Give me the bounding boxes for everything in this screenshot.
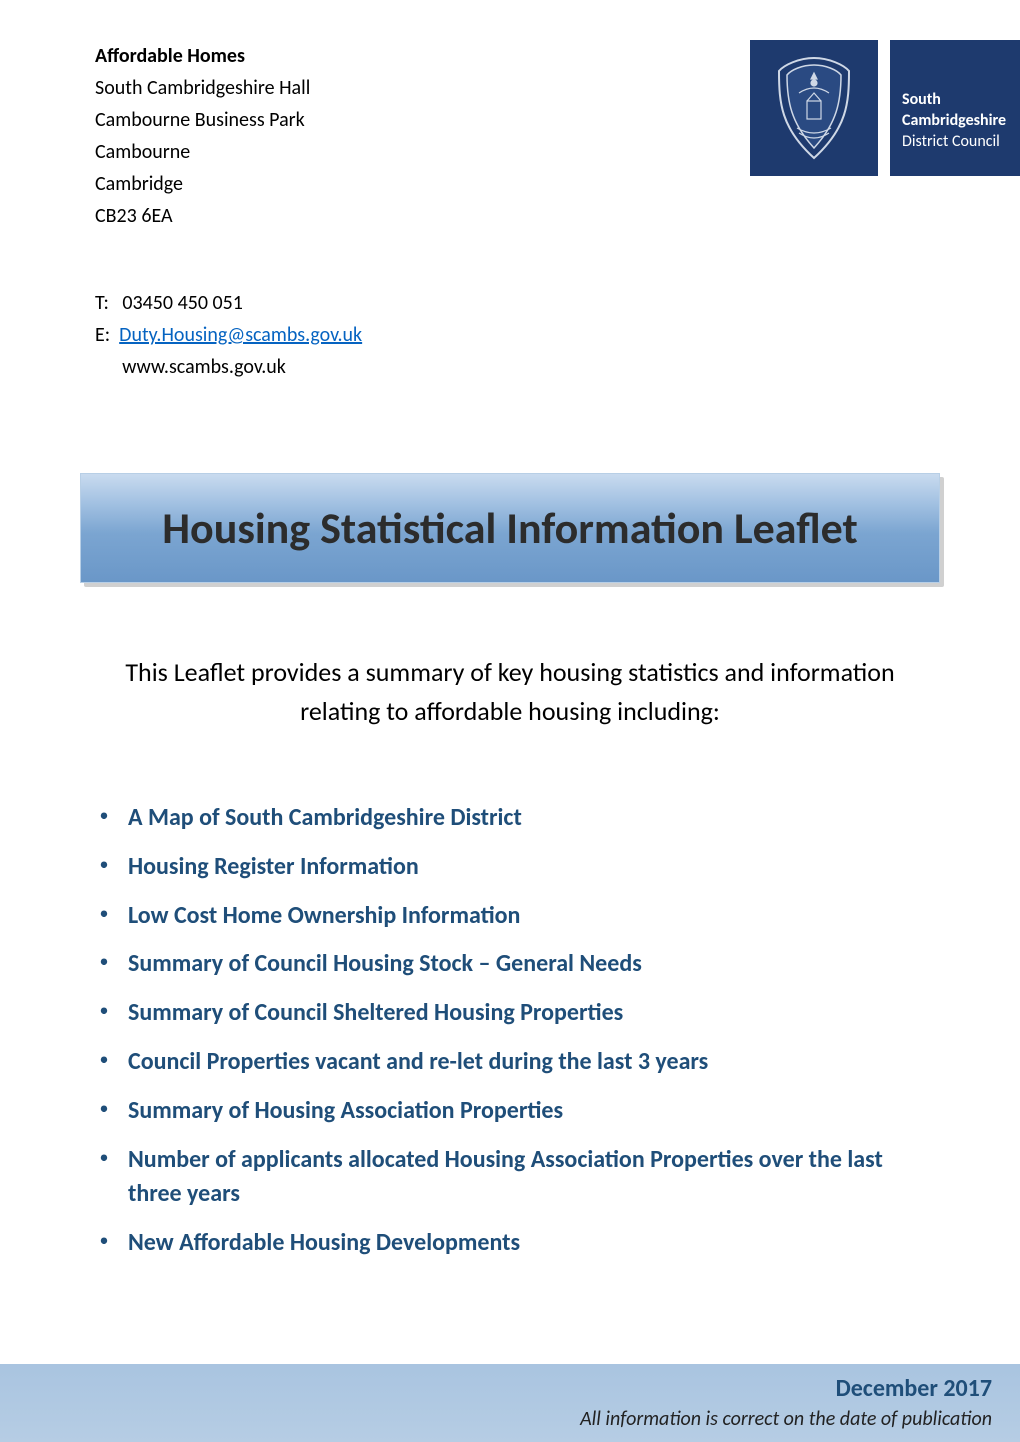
- list-item-label: New Affordable Housing Developments: [128, 1226, 520, 1261]
- tel-label: T:: [95, 291, 109, 315]
- page-title: Housing Statistical Information Leaflet: [162, 501, 857, 555]
- bullet-icon: •: [80, 1226, 128, 1254]
- banner-bar: Housing Statistical Information Leaflet: [80, 473, 940, 583]
- tel-value: 03450 450 051: [122, 291, 243, 315]
- list-item: •Housing Register Information: [80, 850, 925, 885]
- list-item-label: Summary of Housing Association Propertie…: [128, 1094, 563, 1129]
- council-logo: South Cambridgeshire District Council: [750, 40, 1020, 176]
- list-item: •New Affordable Housing Developments: [80, 1226, 925, 1261]
- bullet-icon: •: [80, 850, 128, 878]
- bullet-icon: •: [80, 947, 128, 975]
- website-line: www.scambs.gov.uk: [95, 351, 1020, 383]
- bullet-icon: •: [80, 1045, 128, 1073]
- council-name-line2: Cambridgeshire: [902, 111, 1010, 132]
- crest-icon: [769, 53, 859, 163]
- council-name-line3: District Council: [902, 132, 1010, 153]
- bullet-icon: •: [80, 996, 128, 1024]
- list-item: •Number of applicants allocated Housing …: [80, 1143, 925, 1213]
- list-item-label: Low Cost Home Ownership Information: [128, 899, 520, 934]
- address-line: Cambourne: [95, 136, 310, 168]
- list-item: •Council Properties vacant and re-let du…: [80, 1045, 925, 1080]
- footer-date: December 2017: [0, 1374, 992, 1403]
- list-item-label: Summary of Council Sheltered Housing Pro…: [128, 996, 623, 1031]
- list-item: •Summary of Council Sheltered Housing Pr…: [80, 996, 925, 1031]
- bullet-icon: •: [80, 1143, 128, 1171]
- list-item-label: Council Properties vacant and re-let dur…: [128, 1045, 708, 1080]
- bullet-icon: •: [80, 801, 128, 829]
- address-postcode: CB23 6EA: [95, 200, 310, 232]
- list-item: •A Map of South Cambridgeshire District: [80, 801, 925, 836]
- contents-list: •A Map of South Cambridgeshire District …: [0, 801, 1020, 1261]
- address-block: Affordable Homes South Cambridgeshire Ha…: [0, 40, 310, 232]
- list-item-label: Number of applicants allocated Housing A…: [128, 1143, 925, 1213]
- email-line: E: Duty.Housing@scambs.gov.uk: [95, 319, 1020, 351]
- telephone-line: T: 03450 450 051: [95, 287, 1020, 319]
- logo-divider: [878, 40, 890, 176]
- list-item: •Summary of Council Housing Stock – Gene…: [80, 947, 925, 982]
- council-name-line1: South: [902, 90, 1010, 111]
- website-text: www.scambs.gov.uk: [122, 355, 286, 379]
- address-line: Cambridge: [95, 168, 310, 200]
- list-item-label: Housing Register Information: [128, 850, 419, 885]
- address-heading: Affordable Homes: [95, 40, 310, 72]
- intro-paragraph: This Leaflet provides a summary of key h…: [95, 653, 925, 731]
- document-page: Affordable Homes South Cambridgeshire Ha…: [0, 0, 1020, 1442]
- council-name-panel: South Cambridgeshire District Council: [890, 40, 1020, 176]
- list-item-label: Summary of Council Housing Stock – Gener…: [128, 947, 642, 982]
- address-line: Cambourne Business Park: [95, 104, 310, 136]
- contact-block: T: 03450 450 051 E: Duty.Housing@scambs.…: [0, 287, 1020, 383]
- email-label: E:: [95, 323, 110, 347]
- bullet-icon: •: [80, 1094, 128, 1122]
- crest-panel: [750, 40, 878, 176]
- address-line: South Cambridgeshire Hall: [95, 72, 310, 104]
- bullet-icon: •: [80, 899, 128, 927]
- list-item: •Summary of Housing Association Properti…: [80, 1094, 925, 1129]
- title-banner: Housing Statistical Information Leaflet: [80, 473, 940, 583]
- footer-banner: December 2017 All information is correct…: [0, 1364, 1020, 1442]
- list-item: •Low Cost Home Ownership Information: [80, 899, 925, 934]
- email-link[interactable]: Duty.Housing@scambs.gov.uk: [119, 323, 362, 347]
- header-row: Affordable Homes South Cambridgeshire Ha…: [0, 0, 1020, 232]
- list-item-label: A Map of South Cambridgeshire District: [128, 801, 522, 836]
- footer-note: All information is correct on the date o…: [0, 1407, 992, 1431]
